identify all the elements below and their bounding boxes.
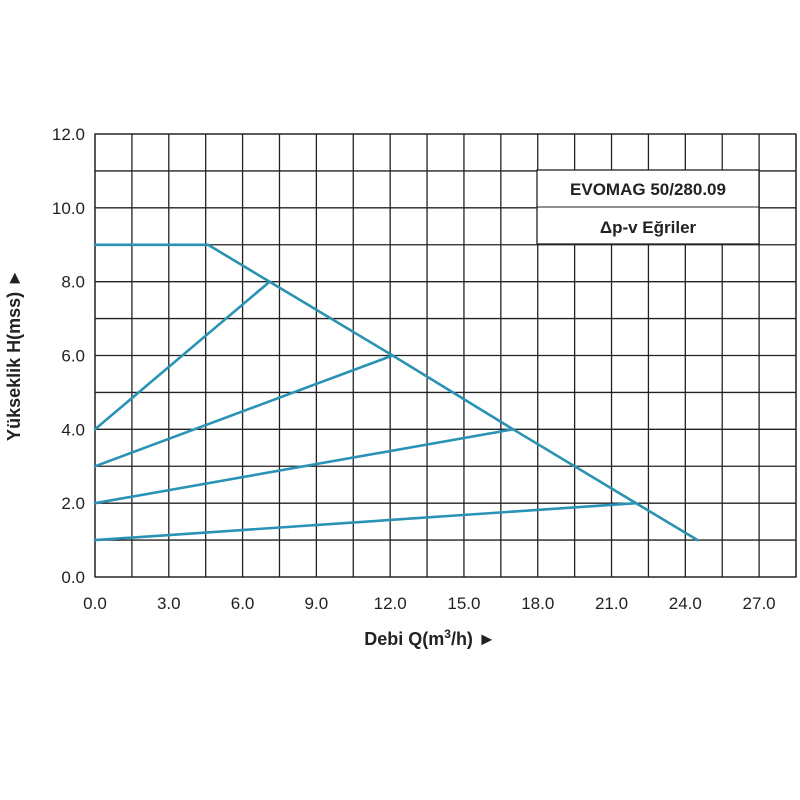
x-axis-label: Debi Q(m3/h) ►: [364, 627, 496, 649]
x-axis-label-main: Debi Q(m: [364, 629, 444, 649]
y-tick-label: 0.0: [61, 568, 85, 587]
series-lines: [93, 243, 699, 542]
x-tick-label: 21.0: [595, 594, 628, 613]
x-tick-label: 15.0: [447, 594, 480, 613]
x-tick-label: 24.0: [669, 594, 702, 613]
legend-curve-type: Δp-v Eğriler: [600, 218, 697, 237]
x-tick-label: 27.0: [743, 594, 776, 613]
y-tick-label: 6.0: [61, 347, 85, 366]
x-tick-label: 12.0: [374, 594, 407, 613]
grid: [94, 133, 797, 578]
x-tick-label: 0.0: [83, 594, 107, 613]
y-tick-labels: 0.0 2.0 4.0 6.0 8.0 10.0 12.0: [52, 125, 85, 587]
series-line-dp-v-4: [93, 501, 638, 542]
x-axis-label-tail: /h) ►: [451, 629, 496, 649]
y-tick-label: 10.0: [52, 199, 85, 218]
x-tick-labels: 0.0 3.0 6.0 9.0 12.0 15.0 18.0 21.0 24.0 27.0: [83, 594, 775, 613]
y-tick-label: 2.0: [61, 494, 85, 513]
series-line-dp-v-2: [93, 354, 394, 468]
y-tick-label: 12.0: [52, 125, 85, 144]
legend-box: EVOMAG 50/280.09 Δp-v Eğriler: [536, 169, 760, 245]
series-line-dp-v-3: [93, 427, 515, 505]
x-tick-label: 9.0: [305, 594, 329, 613]
x-tick-label: 6.0: [231, 594, 255, 613]
y-tick-label: 8.0: [61, 273, 85, 292]
x-tick-label: 18.0: [521, 594, 554, 613]
legend-model-name: EVOMAG 50/280.09: [570, 180, 726, 199]
series-line-dp-v-1: [93, 280, 271, 431]
x-tick-label: 3.0: [157, 594, 181, 613]
plot-border: [94, 133, 797, 578]
y-axis-label: Yükseklik H(mss) ►: [4, 269, 24, 441]
y-tick-label: 4.0: [61, 420, 85, 439]
x-axis-label-sup: 3: [444, 627, 451, 641]
